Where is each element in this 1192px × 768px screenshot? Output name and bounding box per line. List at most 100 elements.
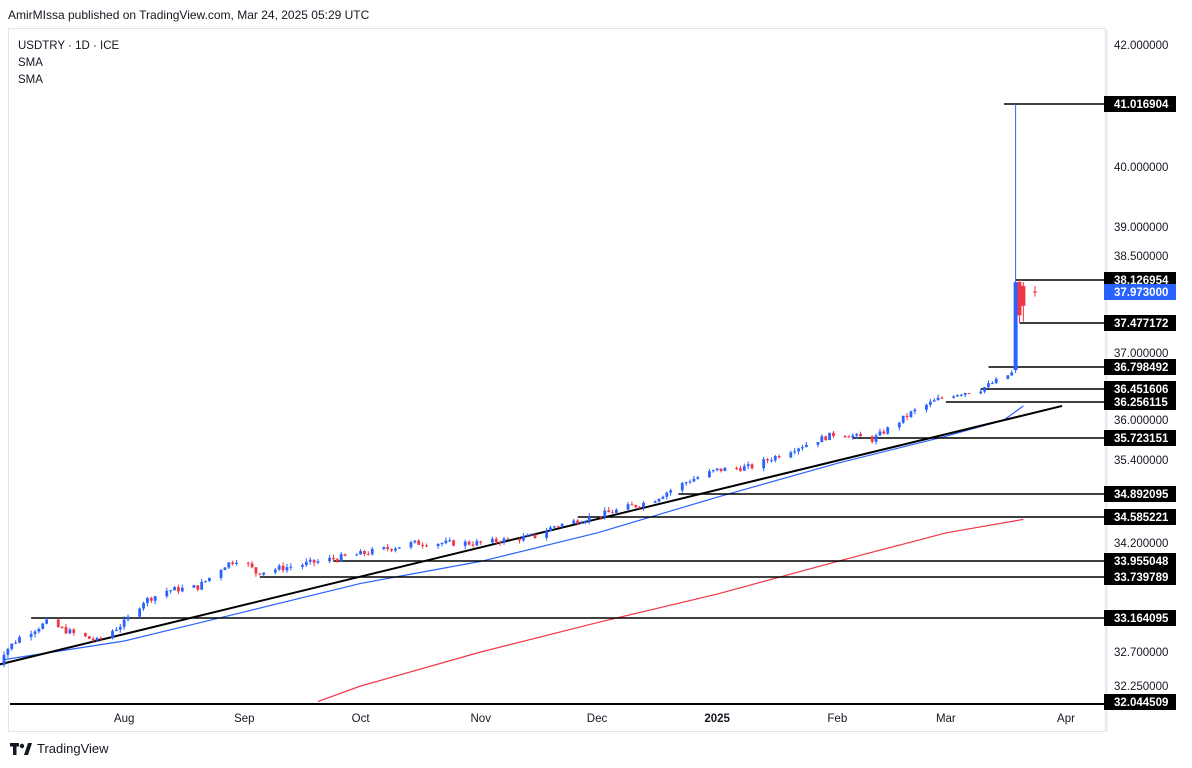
candle-body[interactable]	[301, 564, 304, 567]
candle-body[interactable]	[498, 542, 502, 544]
candle-body[interactable]	[614, 509, 618, 513]
candle-body[interactable]	[770, 460, 773, 462]
candle-body[interactable]	[719, 468, 723, 471]
candle-body[interactable]	[235, 562, 238, 564]
candle-body[interactable]	[773, 456, 777, 461]
candle-body[interactable]	[425, 545, 428, 547]
candle-body[interactable]	[149, 597, 153, 601]
candle-body[interactable]	[335, 559, 339, 562]
candle-body[interactable]	[200, 581, 204, 590]
candle-body[interactable]	[506, 538, 510, 540]
candle-body[interactable]	[386, 547, 390, 550]
candle-body[interactable]	[421, 544, 424, 546]
candle-body[interactable]	[979, 391, 983, 394]
candle-body[interactable]	[936, 397, 940, 401]
candle-body[interactable]	[529, 534, 533, 536]
candle-body[interactable]	[339, 554, 343, 562]
candle-body[interactable]	[905, 415, 909, 417]
candle-body[interactable]	[285, 567, 289, 571]
candle-body[interactable]	[832, 432, 835, 436]
candle-body[interactable]	[878, 431, 882, 436]
candle-body[interactable]	[611, 512, 614, 514]
candle-body[interactable]	[680, 483, 684, 491]
candle-body[interactable]	[370, 548, 374, 555]
candle-body[interactable]	[177, 587, 180, 592]
candle-body[interactable]	[273, 569, 277, 573]
candle-body[interactable]	[959, 394, 963, 396]
candle-body[interactable]	[711, 470, 715, 472]
candle-body[interactable]	[64, 627, 68, 634]
candle-body[interactable]	[6, 648, 10, 655]
candle-body[interactable]	[560, 523, 564, 527]
candle-body[interactable]	[118, 626, 122, 630]
candle-body[interactable]	[304, 561, 308, 565]
candle-body[interactable]	[801, 447, 804, 449]
candle-body[interactable]	[471, 544, 475, 546]
legend-symbol[interactable]: USDTRY · 1D · ICE	[18, 40, 120, 52]
candle-body[interactable]	[56, 619, 60, 628]
level-price-badge[interactable]	[1104, 569, 1176, 585]
candle-body[interactable]	[925, 404, 928, 410]
candle-body[interactable]	[855, 433, 859, 436]
candle-body[interactable]	[366, 553, 370, 555]
legend-sma-2[interactable]: SMA	[18, 74, 43, 86]
level-price-badge[interactable]	[1104, 315, 1176, 331]
candle-body[interactable]	[14, 642, 18, 644]
candle-body[interactable]	[95, 638, 99, 641]
candle-body[interactable]	[277, 565, 281, 570]
candle-body[interactable]	[227, 562, 231, 568]
candle-body[interactable]	[661, 496, 665, 499]
level-price-badge[interactable]	[1104, 430, 1176, 446]
candle-body[interactable]	[138, 608, 142, 617]
candle-body[interactable]	[452, 540, 456, 546]
candle-body[interactable]	[599, 516, 603, 518]
candle-body[interactable]	[820, 436, 824, 443]
candle-body[interactable]	[956, 395, 959, 397]
candle-body[interactable]	[99, 638, 103, 640]
chart-panel[interactable]	[8, 28, 1106, 732]
candle-body[interactable]	[804, 444, 808, 448]
candle-body[interactable]	[68, 629, 72, 634]
candle-body[interactable]	[87, 636, 91, 639]
candle-body[interactable]	[37, 628, 41, 632]
candle-body[interactable]	[576, 520, 580, 524]
candle-body[interactable]	[231, 562, 235, 564]
candle-body[interactable]	[173, 587, 176, 591]
candle-body[interactable]	[219, 570, 223, 578]
candle-body[interactable]	[45, 619, 49, 624]
candle-body[interactable]	[448, 540, 452, 542]
candle-body[interactable]	[750, 464, 754, 469]
candle-body[interactable]	[843, 435, 847, 437]
level-price-badge[interactable]	[1104, 381, 1176, 397]
candle-body[interactable]	[475, 541, 479, 546]
candle-body[interactable]	[789, 452, 793, 458]
candle-body[interactable]	[669, 490, 673, 493]
candle-body[interactable]	[847, 436, 851, 438]
candle-body[interactable]	[746, 464, 750, 467]
candle-body[interactable]	[250, 563, 254, 568]
candle-body[interactable]	[739, 468, 742, 471]
candle-body[interactable]	[642, 502, 645, 508]
candle-body[interactable]	[490, 538, 494, 543]
level-price-badge[interactable]	[1104, 394, 1176, 410]
candle-body[interactable]	[828, 432, 831, 440]
candle-body[interactable]	[208, 577, 211, 581]
level-price-badge[interactable]	[1104, 694, 1176, 710]
candle-body[interactable]	[525, 535, 529, 537]
candle-body[interactable]	[91, 638, 95, 641]
candle-body[interactable]	[1010, 372, 1014, 376]
candle-body[interactable]	[587, 516, 591, 522]
candle-body[interactable]	[29, 634, 33, 637]
candle-body[interactable]	[886, 427, 890, 434]
candle-body[interactable]	[735, 467, 738, 469]
level-price-badge[interactable]	[1104, 509, 1176, 525]
chart-legend[interactable]: USDTRY · 1D · ICE SMA SMA	[18, 38, 119, 89]
candle-body[interactable]	[545, 531, 549, 538]
candle-body[interactable]	[328, 557, 331, 562]
candle-body[interactable]	[390, 549, 393, 551]
candle-body[interactable]	[33, 631, 37, 635]
candle-body[interactable]	[72, 629, 76, 634]
candle-body[interactable]	[692, 478, 696, 482]
candle-body[interactable]	[549, 527, 552, 532]
candle-body[interactable]	[363, 550, 366, 554]
